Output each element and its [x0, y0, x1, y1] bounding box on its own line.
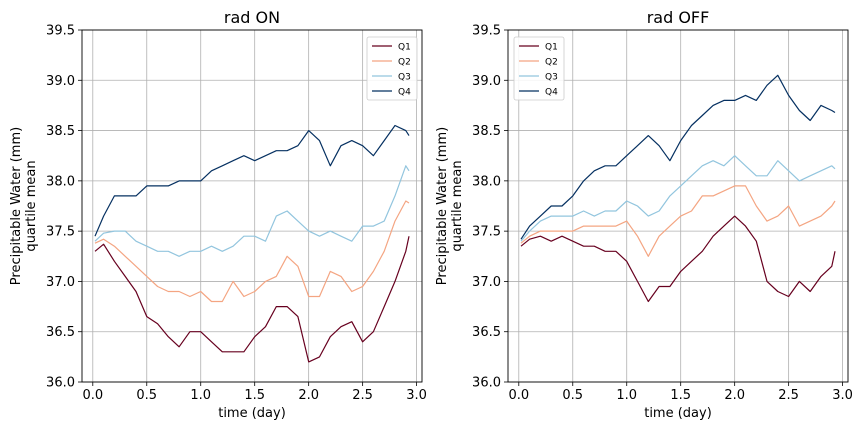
- legend-label: Q3: [545, 73, 558, 83]
- y-tick-label: 39.5: [472, 24, 501, 39]
- legend-label: Q2: [545, 58, 558, 68]
- x-tick-label: 1.0: [190, 388, 211, 403]
- x-tick-label: 1.5: [670, 388, 691, 403]
- y-tick-label: 39.5: [46, 24, 75, 39]
- legend: Q1 Q2 Q3 Q4: [513, 36, 565, 101]
- x-tick-label: 0.0: [508, 388, 529, 403]
- series-line-q2: [520, 185, 836, 257]
- legend-label: Q4: [398, 88, 411, 98]
- x-tick-label: 0.5: [136, 388, 157, 403]
- x-tick-label: 3.0: [832, 388, 853, 403]
- y-axis-label: Precipitable Water (mm): [435, 127, 450, 285]
- legend-label: Q3: [398, 73, 411, 83]
- legend-label: Q1: [545, 43, 558, 53]
- series-line-q2: [94, 200, 410, 303]
- y-tick-label: 37.5: [472, 225, 501, 240]
- y-tick-label: 39.0: [46, 74, 75, 89]
- legend-box: [366, 36, 418, 101]
- x-tick-label: 2.5: [778, 388, 799, 403]
- y-tick-label: 38.0: [46, 174, 75, 189]
- y-tick-label: 36.5: [472, 325, 501, 340]
- chart-2: 0.0 0.5 1.0 1.5 2.0 2.5 3.0 36.0 36.5 37.0 37.5 38.…: [435, 8, 853, 421]
- series-line-q1: [520, 215, 836, 303]
- plot-frame: [507, 29, 849, 383]
- chart-title: rad ON: [224, 8, 280, 27]
- y-axis-label: Precipitable Water (mm): [9, 127, 24, 285]
- x-tick-label: 2.5: [352, 388, 373, 403]
- y-tick-label: 37.0: [472, 275, 501, 290]
- plot-frame: [81, 29, 423, 383]
- y-tick-label: 37.0: [46, 275, 75, 290]
- y-tick-label: 37.5: [46, 225, 75, 240]
- x-axis-label: time (day): [644, 406, 712, 421]
- chart-1: 0.0 0.5 1.0 1.5 2.0 2.5 3.0 36.0 36.5 37.0 37.5 38.…: [9, 8, 427, 421]
- x-tick-label: 3.0: [406, 388, 427, 403]
- y-tick-label: 36.0: [46, 376, 75, 391]
- x-tick-label: 1.0: [616, 388, 637, 403]
- y-tick-label: 39.0: [472, 74, 501, 89]
- x-tick-label: 0.0: [82, 388, 103, 403]
- y-axis-label-secondary: quartile mean: [450, 160, 465, 251]
- series-line-q1: [94, 236, 410, 363]
- legend-label: Q1: [398, 43, 411, 53]
- legend-box: [513, 36, 565, 101]
- series-line-q4: [520, 74, 836, 240]
- series-line-q4: [94, 124, 410, 237]
- x-tick-label: 2.0: [724, 388, 745, 403]
- y-tick-label: 36.5: [46, 325, 75, 340]
- legend: Q1 Q2 Q3 Q4: [366, 36, 418, 101]
- y-axis-label-secondary: quartile mean: [24, 160, 39, 251]
- legend-label: Q4: [545, 88, 558, 98]
- series-line-q3: [94, 165, 410, 257]
- legend-label: Q2: [398, 58, 411, 68]
- y-tick-label: 36.0: [472, 376, 501, 391]
- x-tick-label: 0.5: [562, 388, 583, 403]
- x-axis-label: time (day): [218, 406, 286, 421]
- x-tick-label: 2.0: [298, 388, 319, 403]
- y-tick-label: 38.5: [46, 124, 75, 139]
- chart-title: rad OFF: [647, 8, 710, 27]
- y-tick-label: 38.0: [472, 174, 501, 189]
- series-line-q3: [520, 155, 836, 242]
- x-tick-label: 1.5: [244, 388, 265, 403]
- y-tick-label: 38.5: [472, 124, 501, 139]
